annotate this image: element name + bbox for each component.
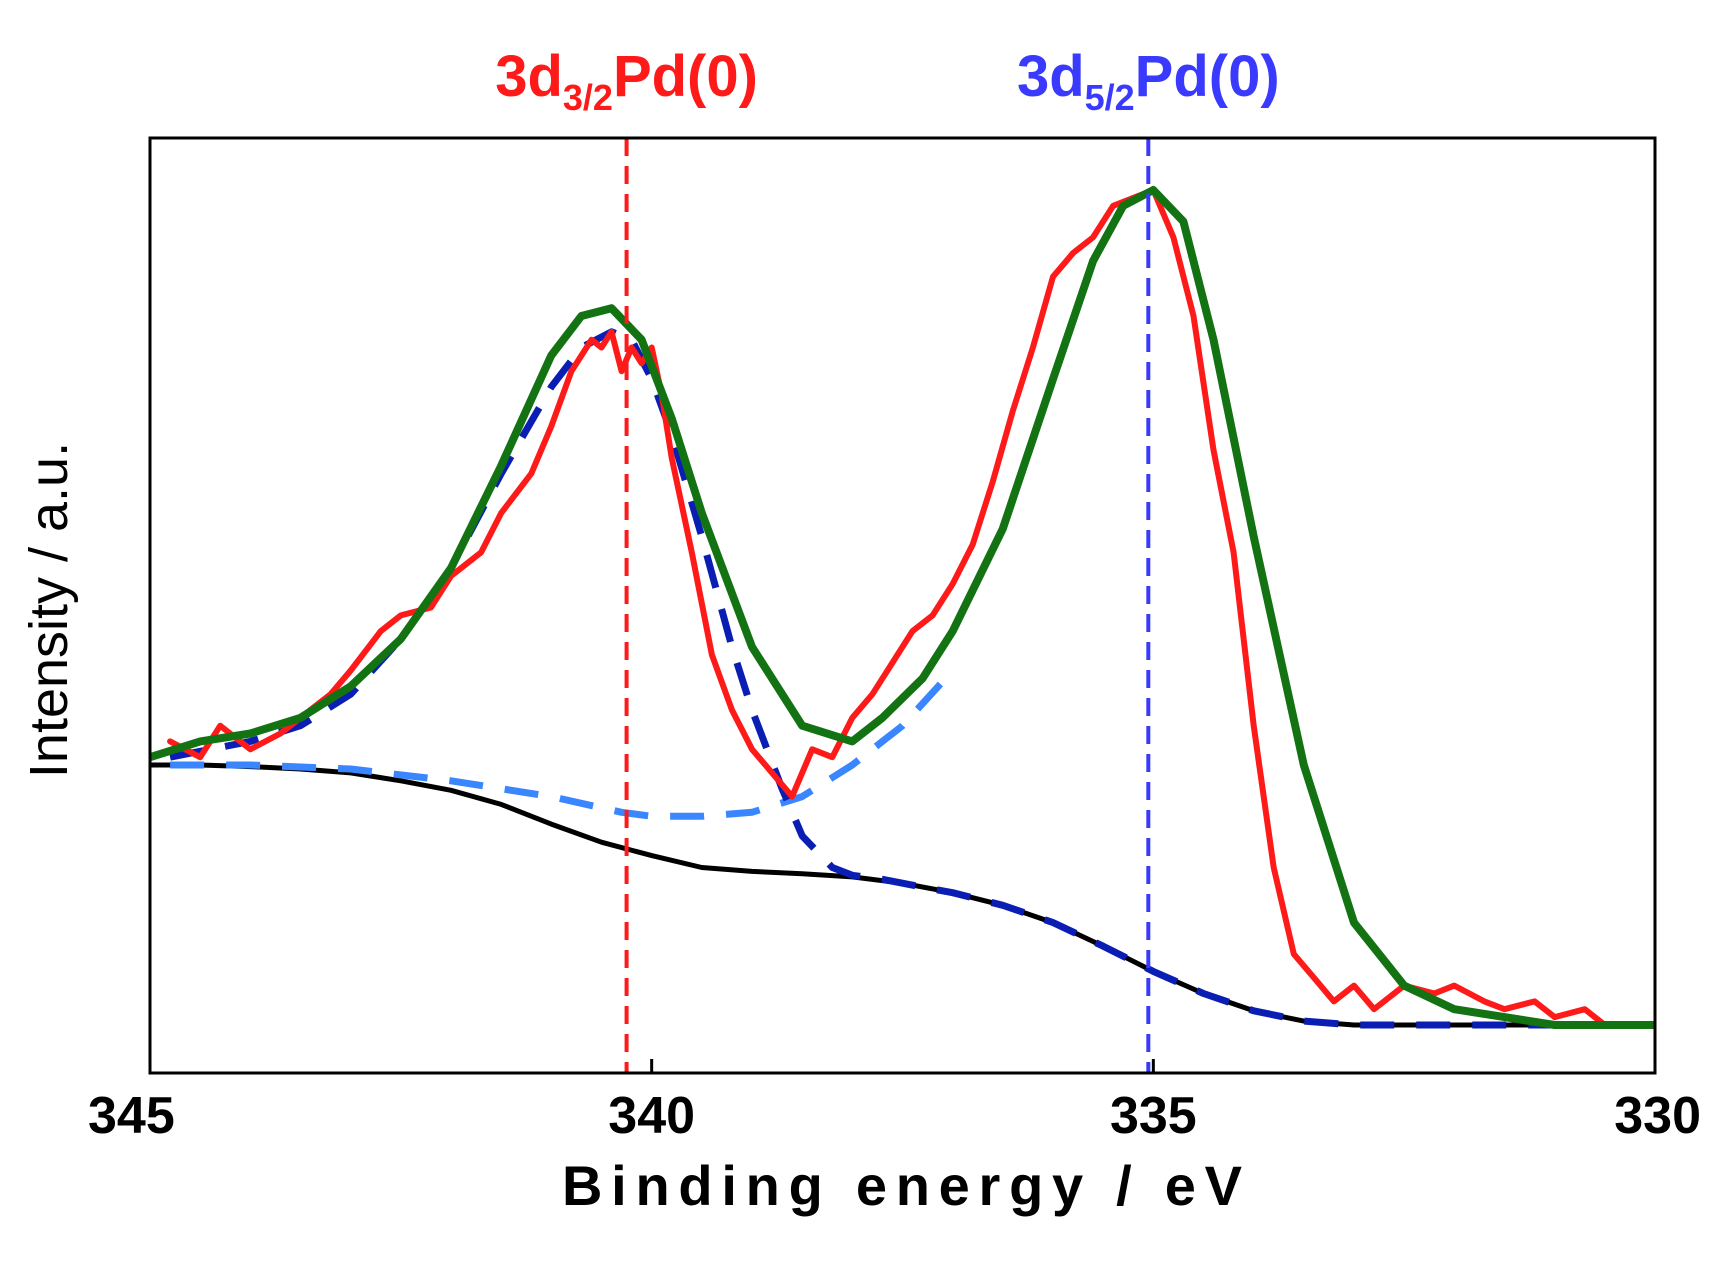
series-envelope-fit-sum	[150, 186, 1655, 1029]
x-tick-label-335: 335	[1110, 1087, 1197, 1145]
reference-lines	[624, 138, 1151, 1073]
series-background-shirley	[150, 762, 1655, 1028]
peak-label-3d52-sub: 5/2	[1085, 77, 1135, 118]
peak-label-3d32-sub: 3/2	[563, 77, 613, 118]
peak-label-3d32-prefix: 3d	[495, 44, 563, 109]
peak-label-3d32: 3d3/2Pd(0)	[495, 44, 758, 118]
peak-label-3d52: 3d5/2Pd(0)	[1017, 44, 1280, 118]
x-tick-label-340: 340	[608, 1087, 695, 1145]
series-3d3-2-component	[169, 328, 1655, 1029]
series-raw-data	[167, 187, 1638, 1028]
x-tick-label-330: 330	[1614, 1087, 1701, 1145]
plot-frame	[148, 136, 1657, 1075]
peak-label-3d32-suffix: Pd(0)	[613, 44, 758, 109]
peak-label-3d52-prefix: 3d	[1017, 44, 1085, 109]
x-axis-ticks: 345 340 335 330	[88, 1059, 1701, 1145]
y-axis-title: Intensity / a.u.	[19, 442, 79, 778]
x-tick-label-345: 345	[88, 1087, 175, 1145]
series-3d5-2-component	[170, 668, 956, 820]
peak-label-3d52-suffix: Pd(0)	[1135, 44, 1280, 109]
series-layer	[150, 186, 1655, 1029]
x-axis-title: Binding energy / eV	[562, 1154, 1242, 1217]
